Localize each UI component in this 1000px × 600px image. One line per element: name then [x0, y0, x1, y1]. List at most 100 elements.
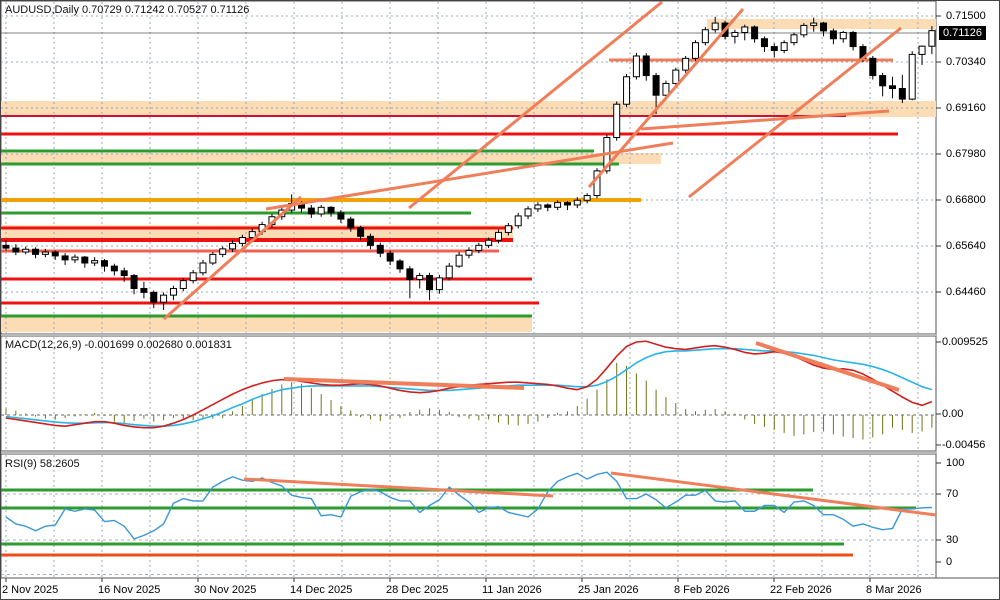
candle-body	[357, 227, 365, 237]
candle-body	[711, 22, 719, 31]
trendline	[408, 1, 663, 210]
candle-body	[544, 204, 552, 208]
candle-body	[514, 215, 522, 227]
rsi-axis-label: 30	[946, 534, 959, 546]
candle-body	[248, 231, 256, 239]
price-axis-label: 0.71500	[946, 10, 986, 22]
price-axis-label: 0.64460	[946, 286, 986, 298]
candle-body	[672, 69, 680, 84]
panel-separator-macd[interactable]	[1, 334, 937, 336]
candle-body	[307, 207, 315, 215]
candle-body	[780, 42, 788, 52]
candle-body	[800, 24, 808, 36]
date-axis-label: 11 Jan 2026	[482, 584, 542, 596]
candle-body	[839, 31, 847, 40]
candle-body	[327, 206, 335, 214]
price-axis-label: 0.70340	[946, 56, 986, 68]
candle-body	[692, 42, 699, 59]
candle-body	[376, 244, 384, 254]
candle-body	[219, 248, 227, 255]
macd-value-3: 0.001831	[186, 339, 232, 351]
candle-body	[731, 31, 739, 37]
candle-body	[140, 287, 148, 293]
macd-axis-label: 0.009525	[942, 336, 988, 348]
rsi-trendline	[610, 471, 937, 517]
candle-body	[61, 255, 69, 261]
macd-label: MACD(12,26,9) -0.001699 0.002680 0.00183…	[5, 339, 232, 352]
candle-body	[386, 252, 394, 262]
panel-border-1	[1, 335, 937, 452]
candle-body	[179, 280, 187, 289]
candle-body	[613, 103, 621, 139]
highlight-band	[1, 153, 661, 164]
rsi-value: 58.2605	[39, 458, 80, 470]
candle-body	[150, 291, 158, 303]
macd-trendline	[283, 377, 525, 390]
highlight-band	[1, 316, 532, 332]
rsi-axis-label: 70	[946, 488, 959, 500]
candle-body	[41, 251, 49, 255]
rsi-axis-label: 100	[946, 457, 965, 469]
candle-body	[632, 55, 640, 78]
rsi-indicator-name: RSI(9)	[5, 458, 37, 470]
candle-body	[879, 75, 887, 87]
candle-body	[583, 195, 591, 201]
macd-indicator-name: MACD(12,26,9)	[5, 339, 82, 351]
candle-body	[465, 249, 473, 256]
candle-body	[563, 202, 571, 206]
candle-body	[110, 265, 118, 272]
candle-body	[347, 218, 355, 229]
price-axis-label: 0.67980	[946, 148, 986, 160]
candle-body	[898, 88, 906, 100]
candle-body	[790, 34, 798, 44]
candle-body	[652, 75, 660, 96]
chart-title: AUDUSD,Daily 0.70729 0.71242 0.70527 0.7…	[5, 4, 250, 16]
trendline	[640, 109, 890, 131]
macd-trendline	[755, 341, 900, 392]
current-price-badge: 0.71126	[939, 26, 986, 40]
candle-body	[751, 26, 759, 40]
candle-body	[189, 272, 197, 282]
candle-body	[130, 275, 138, 289]
candle-body	[91, 260, 99, 264]
candle-body	[435, 277, 443, 291]
trendline	[265, 141, 674, 211]
candle-body	[918, 45, 926, 55]
candle-body	[573, 199, 581, 206]
panel-separator-rsi[interactable]	[1, 452, 937, 454]
candle-body	[849, 31, 857, 48]
candle-body	[81, 256, 89, 264]
trendline	[587, 8, 745, 188]
candle-body	[760, 38, 768, 48]
candle-body	[455, 254, 463, 267]
candle-body	[169, 287, 177, 296]
candle-body	[889, 85, 896, 90]
trendline	[688, 26, 902, 199]
date-axis-label: 25 Jan 2026	[578, 584, 639, 596]
candle-body	[229, 242, 237, 250]
candle-body	[317, 206, 325, 215]
date-axis-label: 30 Nov 2025	[194, 584, 257, 596]
date-axis-label: 22 Feb 2026	[770, 584, 832, 596]
candle-body	[426, 275, 434, 291]
candle-body	[485, 239, 493, 246]
candle-body	[22, 248, 30, 253]
candle-body	[829, 30, 837, 40]
panel-border-2	[1, 453, 937, 579]
candle-body	[869, 57, 877, 77]
rsi-line	[5, 471, 932, 540]
rsi-label: RSI(9) 58.2605	[5, 458, 80, 471]
price-axis-label: 0.66800	[946, 194, 986, 206]
candle-body	[2, 244, 10, 249]
candle-body	[820, 22, 828, 32]
candle-body	[495, 231, 502, 241]
candle-body	[908, 53, 916, 100]
price-axis-label: 0.65640	[946, 240, 986, 252]
trendline	[163, 195, 302, 321]
date-axis-label: 8 Mar 2026	[866, 584, 922, 596]
candle-body	[623, 76, 631, 105]
candle-body	[32, 248, 40, 255]
rsi-trendline	[243, 477, 554, 498]
